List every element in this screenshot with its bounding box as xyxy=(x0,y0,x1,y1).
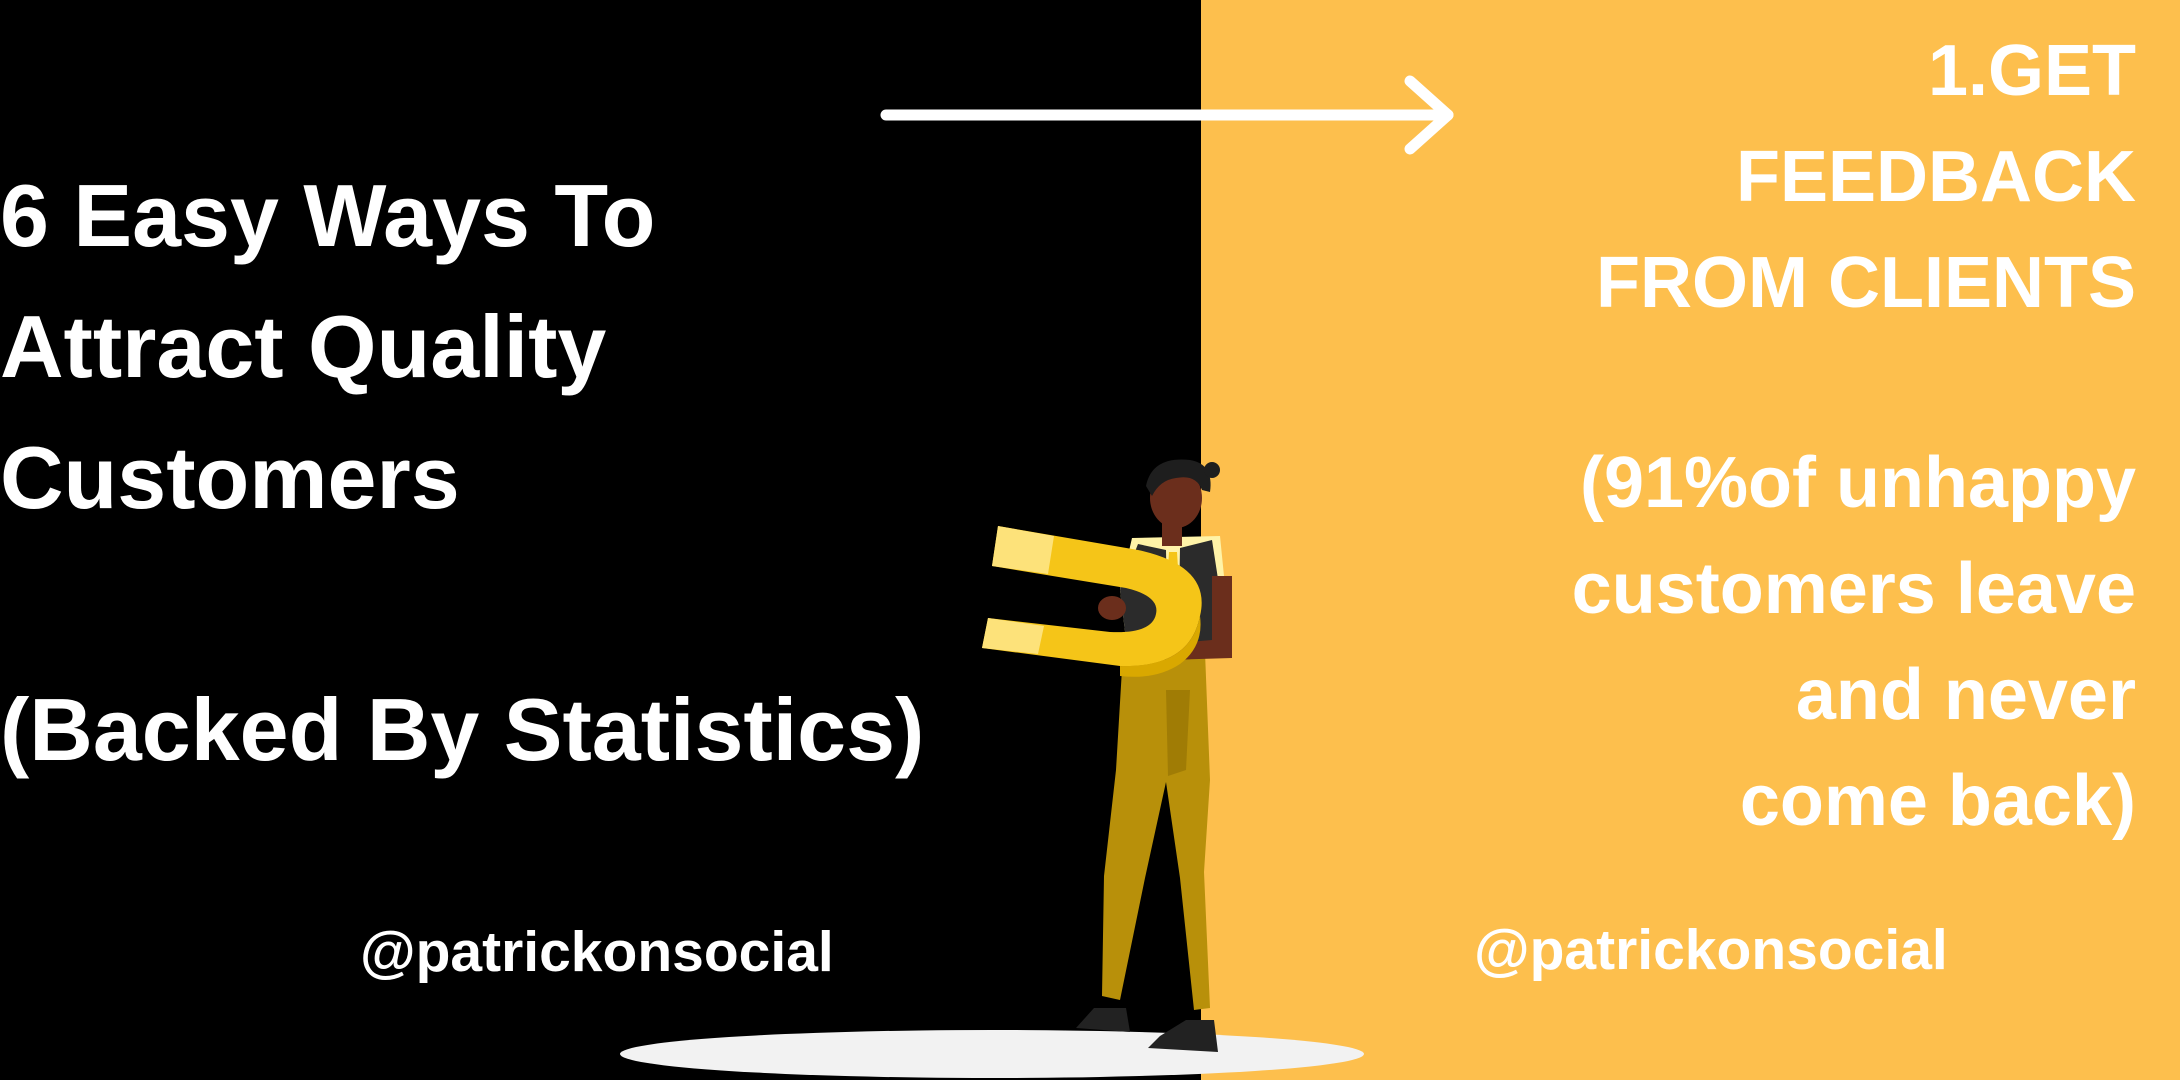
tip-statistic: (91%of unhappy customers leave and never… xyxy=(1571,443,2136,841)
person-shoes xyxy=(1076,1008,1130,1032)
tip-heading: 1.GET FEEDBACK FROM CLIENTS xyxy=(1596,31,2136,323)
person-arm xyxy=(1166,576,1232,660)
person-hair xyxy=(1146,459,1211,496)
main-title: 6 Easy Ways To Attract Quality Customers xyxy=(0,166,656,527)
social-handle-right: @patrickonsocial xyxy=(1474,918,1948,982)
floor-shadow xyxy=(620,1030,1364,1078)
social-handle-left: @patrickonsocial xyxy=(360,920,834,984)
right-arrow-icon xyxy=(880,75,1454,155)
right-panel xyxy=(1201,0,2180,1080)
person-legs xyxy=(1102,652,1210,1010)
person-head xyxy=(1150,468,1202,528)
person-holding-magnet-illustration xyxy=(620,459,1364,1078)
main-subtitle: (Backed By Statistics) xyxy=(0,680,925,779)
